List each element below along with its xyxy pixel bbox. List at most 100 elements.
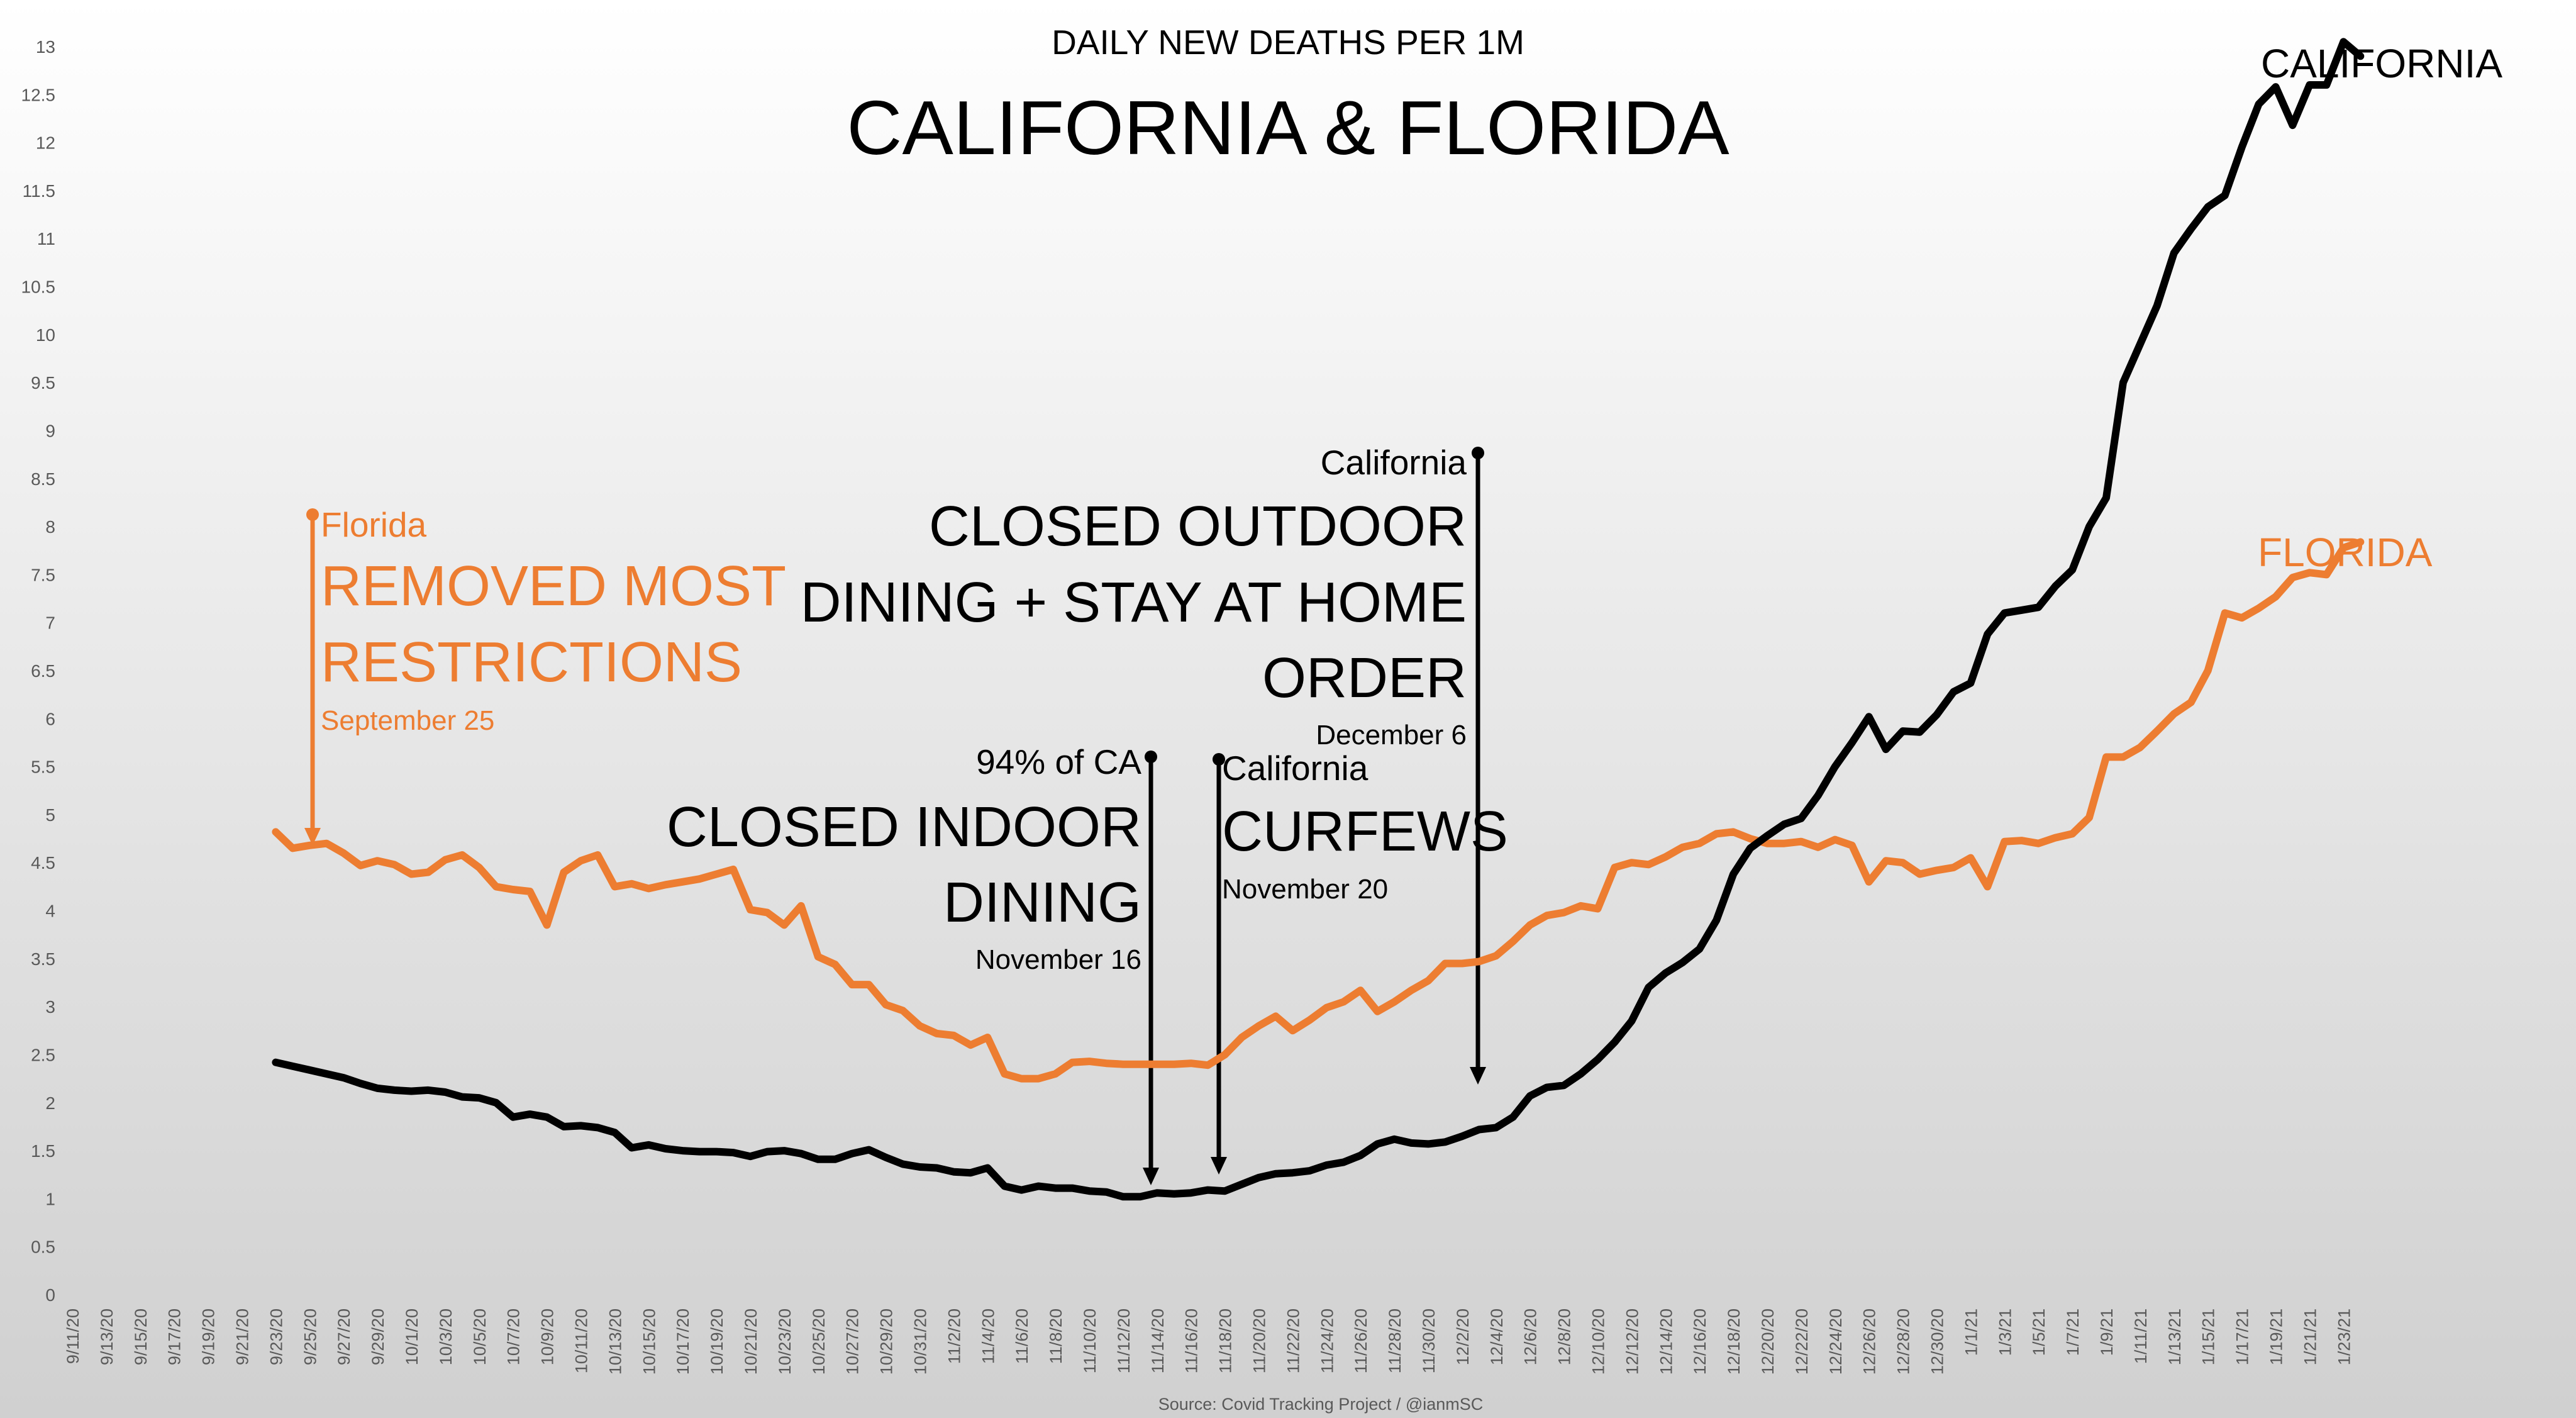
y-tick-label: 0.5: [31, 1237, 55, 1257]
x-tick-label: 10/31/20: [911, 1309, 930, 1375]
indoor-annotation: 94% of CA CLOSED INDOOR DINING November …: [667, 742, 1141, 975]
x-tick-label: 11/30/20: [1419, 1309, 1438, 1373]
x-tick-label: 11/18/20: [1216, 1309, 1235, 1373]
x-tick-label: 9/23/20: [267, 1309, 286, 1365]
x-tick-label: 1/7/21: [2063, 1309, 2082, 1356]
x-tick-label: 11/14/20: [1148, 1309, 1167, 1373]
x-tick-label: 12/6/20: [1521, 1309, 1540, 1365]
chart-subtitle: DAILY NEW DEATHS PER 1M: [1052, 23, 1524, 62]
x-tick-label: 10/15/20: [640, 1309, 658, 1375]
y-tick-label: 0: [45, 1285, 55, 1305]
x-tick-label: 12/2/20: [1453, 1309, 1472, 1365]
florida-annotation-label: Florida: [321, 505, 427, 544]
california-series-line: [272, 38, 2365, 1201]
florida-annotation: Florida REMOVED MOST RESTRICTIONS Septem…: [321, 505, 786, 736]
outdoor-annotation-line2: DINING + STAY AT HOME: [801, 571, 1467, 634]
x-tick-label: 9/25/20: [301, 1309, 319, 1365]
y-tick-label: 9: [45, 421, 55, 440]
x-tick-label: 11/10/20: [1080, 1309, 1099, 1373]
x-tick-label: 12/12/20: [1623, 1309, 1641, 1375]
y-axis: 00.511.522.533.544.555.566.577.588.599.5…: [21, 37, 56, 1305]
x-tick-label: 9/29/20: [369, 1309, 387, 1365]
y-tick-label: 7: [45, 613, 55, 633]
x-tick-label: 10/21/20: [741, 1309, 760, 1375]
x-tick-label: 11/24/20: [1318, 1309, 1336, 1373]
outdoor-arrow-head: [1470, 1067, 1486, 1085]
x-tick-label: 12/4/20: [1487, 1309, 1506, 1365]
y-tick-label: 1: [45, 1189, 55, 1209]
x-tick-label: 1/23/21: [2334, 1309, 2353, 1365]
x-tick-label: 12/26/20: [1860, 1309, 1879, 1375]
florida-annotation-line1: REMOVED MOST: [321, 555, 786, 618]
x-tick-label: 10/23/20: [775, 1309, 794, 1375]
y-tick-label: 8.5: [31, 469, 55, 489]
x-tick-label: 10/29/20: [877, 1309, 896, 1375]
indoor-annotation-label: 94% of CA: [976, 742, 1141, 781]
y-tick-label: 9.5: [31, 373, 55, 393]
x-tick-label: 1/17/21: [2233, 1309, 2252, 1365]
x-tick-label: 12/24/20: [1826, 1309, 1845, 1375]
y-tick-label: 5.5: [31, 757, 55, 777]
y-tick-label: 13: [36, 37, 55, 57]
x-tick-label: 12/28/20: [1894, 1309, 1913, 1375]
x-tick-label: 12/30/20: [1928, 1309, 1947, 1375]
indoor-arrow-head: [1143, 1168, 1159, 1185]
x-tick-label: 9/17/20: [165, 1309, 184, 1365]
curfew-annotation-label: California: [1222, 749, 1368, 788]
x-tick-label: 10/27/20: [843, 1309, 862, 1375]
y-tick-label: 12.5: [21, 85, 56, 104]
x-tick-label: 12/22/20: [1792, 1309, 1811, 1375]
y-tick-label: 11.5: [23, 181, 55, 201]
x-tick-label: 10/3/20: [436, 1309, 455, 1365]
outdoor-annotation-label: California: [1321, 443, 1467, 482]
y-tick-label: 8: [45, 517, 55, 537]
x-tick-label: 1/19/21: [2267, 1309, 2286, 1365]
indoor-annotation-line2: DINING: [943, 871, 1141, 934]
outdoor-annotation-date: December 6: [1316, 720, 1467, 751]
x-tick-label: 11/8/20: [1046, 1309, 1065, 1364]
x-tick-label: 10/11/20: [572, 1309, 591, 1373]
california-series-label: CALIFORNIA: [2261, 41, 2502, 86]
florida-annotation-date: September 25: [321, 705, 494, 736]
x-tick-label: 12/8/20: [1555, 1309, 1574, 1365]
x-tick-label: 1/5/21: [2029, 1309, 2048, 1356]
x-tick-label: 10/17/20: [674, 1309, 692, 1375]
indoor-annotation-date: November 16: [975, 944, 1141, 975]
florida-series-label: FLORIDA: [2258, 530, 2433, 575]
y-tick-label: 11: [37, 229, 55, 248]
source-note: Source: Covid Tracking Project / @ianmSC: [1158, 1395, 1484, 1414]
x-tick-label: 10/19/20: [708, 1309, 726, 1375]
indoor-annotation-line1: CLOSED INDOOR: [667, 796, 1141, 859]
x-tick-label: 12/10/20: [1589, 1309, 1608, 1375]
y-tick-label: 4: [45, 902, 55, 921]
x-tick-label: 11/4/20: [979, 1309, 997, 1364]
y-tick-label: 3: [45, 997, 55, 1017]
curfew-arrow-head: [1211, 1157, 1227, 1175]
curfew-annotation: California CURFEWS November 20: [1222, 749, 1508, 905]
outdoor-annotation: California CLOSED OUTDOOR DINING + STAY …: [801, 443, 1467, 751]
x-tick-label: 11/22/20: [1284, 1309, 1302, 1373]
y-tick-label: 10: [36, 325, 55, 345]
florida-arrow-head: [304, 828, 321, 846]
indoor-arrow-dot: [1145, 751, 1157, 763]
curfew-annotation-line1: CURFEWS: [1222, 800, 1508, 863]
y-tick-label: 6.5: [31, 661, 55, 681]
x-tick-label: 1/9/21: [2097, 1309, 2116, 1356]
outdoor-arrow-dot: [1472, 447, 1484, 459]
y-tick-label: 12: [36, 133, 55, 153]
x-axis: 9/11/20 9/13/20 9/15/20 9/17/20 9/19/20 9/21/…: [64, 1309, 2353, 1375]
y-tick-label: 10.5: [21, 277, 56, 297]
x-tick-label: 10/9/20: [538, 1309, 557, 1365]
florida-series-line: [272, 538, 2365, 1083]
x-tick-label: 10/25/20: [809, 1309, 828, 1375]
florida-arrow-dot: [306, 508, 319, 521]
x-tick-label: 10/13/20: [606, 1309, 625, 1375]
x-tick-label: 1/1/21: [1962, 1309, 1980, 1356]
y-tick-label: 2: [45, 1093, 55, 1113]
x-tick-label: 11/20/20: [1250, 1309, 1269, 1373]
x-tick-label: 9/11/20: [64, 1309, 82, 1364]
y-tick-label: 7.5: [31, 565, 55, 584]
x-tick-label: 12/14/20: [1657, 1309, 1675, 1375]
y-tick-label: 5: [45, 805, 55, 825]
